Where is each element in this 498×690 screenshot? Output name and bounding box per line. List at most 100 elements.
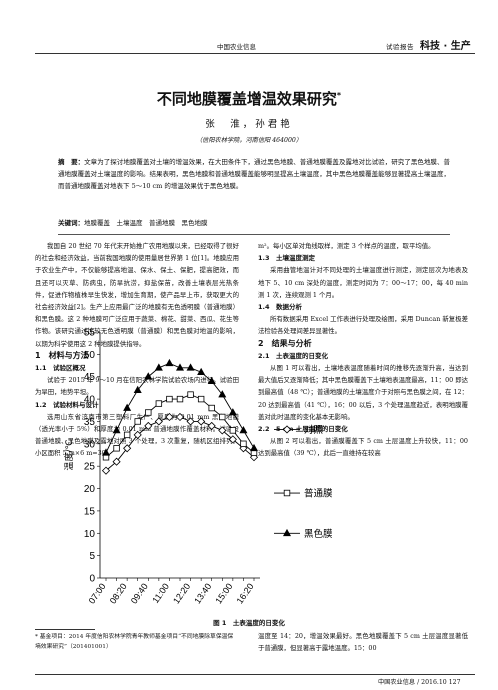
x-tick-label: 07:00: [87, 581, 108, 605]
data-point: [228, 435, 237, 444]
y-tick-label: 25: [84, 462, 96, 473]
y-tick-label: 10: [84, 529, 96, 540]
data-point: [197, 367, 206, 376]
data-point: [208, 404, 215, 412]
data-point: [175, 412, 185, 422]
data-point: [144, 372, 153, 380]
header-column: 试验报告: [386, 43, 414, 51]
y-tick-label: 15: [84, 506, 96, 517]
x-tick-label: 15:00: [213, 581, 234, 605]
paragraph: 从图 1 可以看出，土壤地表温度随着时间的推移先逐渐升高，当达到最大值后又逐渐降…: [258, 364, 469, 421]
data-point: [123, 403, 132, 411]
footnote-rule: [35, 629, 95, 630]
data-point: [144, 421, 153, 430]
data-point: [197, 395, 205, 403]
legend-label: 普通膜: [304, 488, 333, 500]
y-tick-label: 45: [84, 372, 96, 383]
paragraph: 从图 2 可以看出，普通膜覆盖下 5 cm 土层温度上升较快，11：00 达到最…: [258, 437, 468, 458]
y-tick-label: 0: [89, 574, 95, 585]
data-point: [187, 391, 194, 398]
data-point: [186, 417, 195, 426]
data-point: [283, 489, 291, 497]
left-column: 我国自 20 世纪 70 年代末开始推广农用地膜以来，已经取得了很好的社会和经济…: [35, 240, 239, 460]
data-point: [112, 457, 121, 466]
section-heading: 1.2 试验材料与设计: [35, 400, 99, 409]
y-tick-label: 55: [84, 328, 96, 339]
data-point: [155, 400, 163, 407]
data-point: [249, 453, 259, 462]
data-point: [134, 418, 141, 425]
right-column: m²。每小区单对角线取样，测定 3 个样点的温度，取平均值。 1.3 土壤温度测定…: [258, 240, 468, 460]
y-tick-label: 5: [89, 551, 95, 562]
paragraph: 试验于 2015 年 9～10 月在信阳农林学院试验农场内进行。试验田为旱田，地…: [35, 376, 239, 397]
data-point: [282, 528, 292, 537]
x-tick-label: 16:20: [235, 581, 256, 605]
paragraph: 我国自 20 世纪 70 年代末开始推广农用地膜以来，已经取得了很好的社会和经济…: [35, 242, 239, 348]
paper-title: 不同地膜覆盖增温效果研究*: [156, 90, 342, 108]
running-header: 中国农业信息 试验报告 科技 · 生产: [0, 38, 498, 52]
y-tick-label: 50: [84, 350, 96, 361]
data-point: [249, 443, 259, 452]
right-column-continued: 温度至 14：20，增温效果最好。黑色地膜覆盖下 5 cm 土层温度显著低于普通…: [258, 630, 468, 654]
data-point: [218, 426, 227, 435]
header-rule: [35, 53, 475, 54]
section-heading: 1.1 试验区概况: [35, 364, 86, 373]
data-point: [113, 445, 120, 452]
section-heading: 2.2 5 cm 土层温度的日变化: [258, 425, 348, 434]
legend-label: 对照: [304, 424, 324, 436]
x-tick-label: 08:20: [108, 581, 129, 605]
data-point: [101, 448, 111, 456]
data-point: [145, 409, 152, 416]
series-line: [105, 416, 255, 471]
temperature-chart: 0 5 10 15 20 25 30 35 40 45 50 55 07:00 08:20 09:40 11:…: [63, 328, 333, 606]
data-point: [207, 421, 216, 430]
abstract-rule: [58, 234, 450, 235]
figure-caption: 图 1 土表温度的日变化: [213, 619, 285, 627]
data-point: [229, 427, 237, 434]
keywords: 关键词：地膜覆盖 土壤温度 普通地膜 黑色地膜: [58, 219, 208, 227]
y-tick-label: 40: [84, 395, 96, 406]
data-point: [186, 363, 195, 371]
section-heading: 1 材料与方法: [35, 350, 89, 360]
data-point: [219, 413, 226, 421]
y-tick-label: 30: [84, 439, 96, 450]
y-tick-label: 35: [84, 417, 96, 428]
paragraph: 温度至 14：20，增温效果最好。黑色地膜覆盖下 5 cm 土层温度显著低于普通…: [258, 632, 468, 653]
section-heading: 1.4 数据分析: [258, 303, 303, 312]
data-point: [218, 390, 227, 398]
data-point: [133, 430, 142, 439]
data-point: [112, 425, 121, 434]
y-tick-label: 20: [84, 484, 96, 495]
section-heading: 2.1 土表温度的日变化: [258, 351, 329, 360]
data-point: [207, 376, 216, 384]
y-axis-label: 温度/℃: [63, 439, 75, 470]
data-point: [154, 417, 163, 426]
authors: 张 淮，孙君艳: [205, 119, 293, 130]
legend-label: 黑色膜: [304, 528, 333, 540]
header-section: 科技 · 生产: [420, 41, 471, 52]
header-journal-name: 中国农业信息: [217, 43, 256, 51]
data-point: [123, 431, 131, 439]
data-point: [165, 358, 174, 367]
data-point: [240, 440, 247, 448]
x-tick-label: 09:40: [129, 581, 150, 605]
x-tick-label: 13:40: [192, 581, 213, 605]
x-tick-label: 12:20: [171, 581, 192, 605]
affiliation: （信阳农林学院，河南信阳 464000）: [195, 137, 303, 144]
footer-rule: [35, 674, 475, 675]
data-point: [197, 417, 206, 426]
data-point: [133, 385, 142, 393]
data-point: [154, 363, 163, 371]
data-point: [166, 395, 173, 403]
page-footer: 中国农业信息 / 2016.10 127: [378, 679, 461, 686]
section-heading: 1.3 土壤温度测定: [258, 254, 316, 263]
data-point: [176, 395, 184, 403]
paragraph: m²。每小区单对角线取样，测定 3 个样点的温度，取平均值。: [258, 242, 435, 250]
abstract: 摘 要：文章为了探讨地膜覆盖对土壤的增温效果，在大田条件下，通过黑色地膜、普通地…: [58, 158, 451, 191]
paragraph: 所有数据采用 Excel 工作表进行处理及绘图，采用 Duncan 新复极差法检…: [258, 315, 468, 336]
data-point: [175, 363, 185, 371]
data-point: [282, 425, 292, 434]
x-tick-label: 11:00: [150, 581, 171, 605]
data-point: [228, 408, 237, 416]
data-point: [123, 444, 132, 453]
